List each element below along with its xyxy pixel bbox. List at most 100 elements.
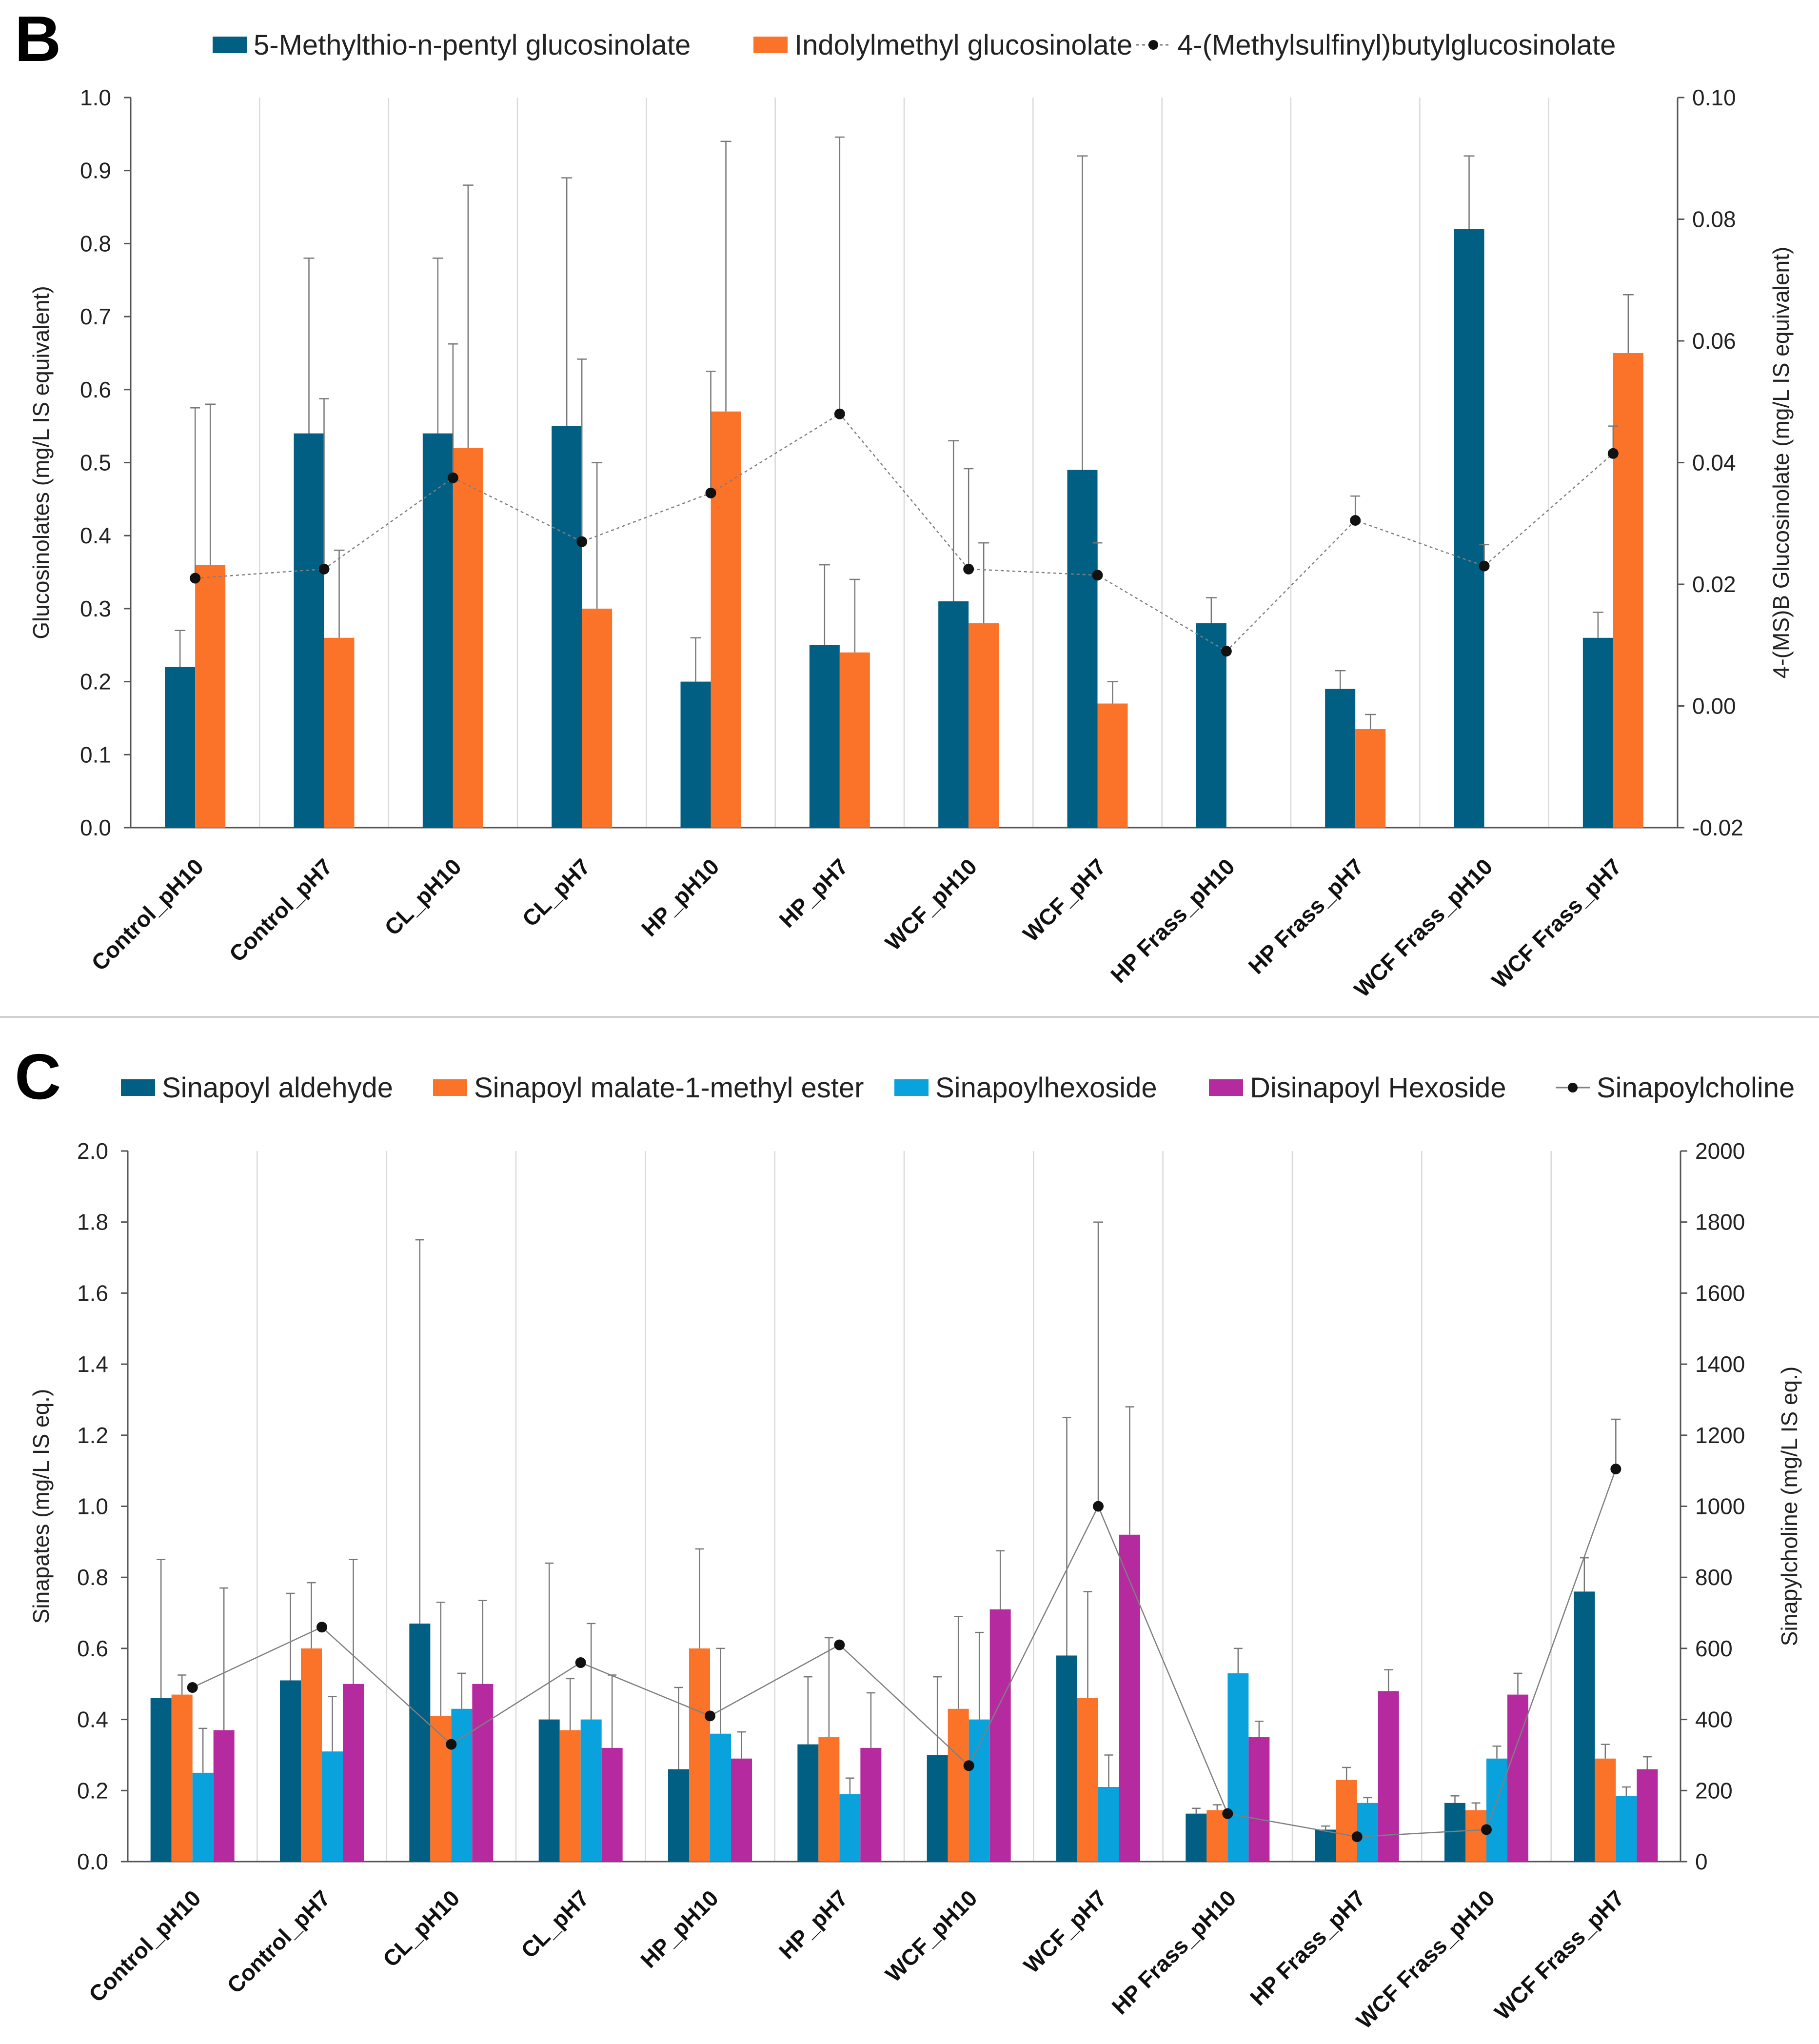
line-point bbox=[1222, 1808, 1233, 1819]
bar-sinapoylhexoside bbox=[1227, 1673, 1249, 1862]
panel-c: C 0.0 0.2 0.4 0.6 0.8 1.0 1.2 1.4 1.6 1.8 2.0 0 200 4… bbox=[15, 1041, 1802, 2034]
bar-sinapoyl-aldehyde bbox=[927, 1755, 948, 1862]
bar-sinapoylhexoside bbox=[322, 1751, 343, 1862]
y-tick-label: 0.4 bbox=[77, 1707, 108, 1732]
category-label: HP Frass_pH10 bbox=[1107, 1885, 1241, 2019]
legend-swatch-disinapoyl-hexoside bbox=[1209, 1079, 1243, 1096]
bar-5-methylthio-n-pentyl-glucosinolate bbox=[680, 681, 711, 828]
y2-tick-label: 0.04 bbox=[1692, 450, 1736, 476]
y-axis-title: Sinapates (mg/L IS eq.) bbox=[28, 1389, 54, 1624]
bar-disinapoyl-hexoside bbox=[1637, 1769, 1658, 1862]
bar-sinapoyl-aldehyde bbox=[1574, 1591, 1595, 1862]
bar-sinapoyl-malate-1-methyl-ester bbox=[1206, 1810, 1228, 1862]
bar-disinapoyl-hexoside bbox=[989, 1609, 1011, 1862]
y2-axis-title: 4-(MS)B Glucosinolate (mg/L IS equivalen… bbox=[1768, 247, 1794, 678]
line-point bbox=[1479, 560, 1490, 572]
line-point bbox=[187, 1682, 198, 1693]
category-label: WCF_pH7 bbox=[1019, 1885, 1111, 1978]
series-line-4-methylsulfinyl-butylglucosinolate bbox=[195, 413, 1614, 652]
y2-tick-label: 1400 bbox=[1695, 1351, 1745, 1377]
legend-label-indolylmethyl-glucosinolate: Indolylmethyl glucosinolate bbox=[794, 29, 1132, 61]
y2-tick-label: 0.00 bbox=[1692, 694, 1736, 719]
category-label: HP_pH7 bbox=[774, 1885, 852, 1964]
bar-sinapoyl-aldehyde bbox=[1186, 1813, 1207, 1862]
y2-tick-label: 0 bbox=[1695, 1849, 1708, 1874]
category-label: WCF_pH10 bbox=[880, 853, 982, 955]
panel-b-label: B bbox=[15, 3, 61, 75]
bar-sinapoylhexoside bbox=[1357, 1803, 1378, 1862]
line-point bbox=[963, 563, 974, 575]
bar-5-methylthio-n-pentyl-glucosinolate bbox=[1582, 637, 1613, 828]
bar-sinapoyl-malate-1-methyl-ester bbox=[559, 1730, 581, 1862]
line-point bbox=[1610, 1464, 1621, 1475]
bar-5-methylthio-n-pentyl-glucosinolate bbox=[165, 667, 196, 828]
y-tick-label: 0.3 bbox=[80, 596, 111, 621]
bar-indolylmethyl-glucosinolate bbox=[1355, 729, 1386, 828]
line-point bbox=[190, 573, 201, 584]
bar-sinapoyl-aldehyde bbox=[1315, 1829, 1336, 1862]
bar-disinapoyl-hexoside bbox=[860, 1747, 882, 1862]
y2-tick-label: 800 bbox=[1695, 1565, 1733, 1590]
legend-marker-4-methylsulfinyl-butylglucosinolate bbox=[1148, 40, 1158, 50]
legend-label-sinapoylhexoside: Sinapoylhexoside bbox=[935, 1072, 1157, 1104]
line-point bbox=[576, 536, 588, 547]
y-tick-label: 0.4 bbox=[80, 523, 111, 548]
bar-sinapoylhexoside bbox=[580, 1719, 602, 1862]
bar-sinapoyl-aldehyde bbox=[1056, 1655, 1077, 1862]
line-point bbox=[963, 1760, 974, 1771]
y-tick-label: 0.0 bbox=[80, 815, 111, 840]
line-point bbox=[447, 472, 458, 483]
bar-sinapoylhexoside bbox=[839, 1794, 861, 1862]
series-line-sinapoylcholine bbox=[192, 1469, 1617, 1838]
bar-sinapoyl-malate-1-methyl-ester bbox=[171, 1694, 193, 1862]
bar-sinapoylhexoside bbox=[192, 1772, 214, 1862]
bar-5-methylthio-n-pentyl-glucosinolate bbox=[1325, 689, 1356, 828]
bar-disinapoyl-hexoside bbox=[601, 1747, 623, 1862]
category-label: HP Frass_pH7 bbox=[1245, 1885, 1370, 2010]
bar-indolylmethyl-glucosinolate bbox=[1097, 703, 1128, 828]
y-tick-label: 0.6 bbox=[77, 1636, 108, 1661]
line-point bbox=[1607, 448, 1619, 459]
category-label: HP_pH10 bbox=[635, 1885, 723, 1973]
bar-sinapoylhexoside bbox=[969, 1719, 990, 1862]
y2-tick-label: 1600 bbox=[1695, 1280, 1745, 1306]
bar-disinapoyl-hexoside bbox=[213, 1730, 235, 1862]
y2-tick-label: 0.02 bbox=[1692, 572, 1736, 597]
bar-indolylmethyl-glucosinolate bbox=[969, 623, 999, 828]
legend-label-sinapoyl-malate-1-methyl-ester: Sinapoyl malate-1-methyl ester bbox=[474, 1072, 864, 1104]
y-tick-label: 0.6 bbox=[80, 377, 111, 402]
bar-indolylmethyl-glucosinolate bbox=[582, 608, 613, 828]
line-point bbox=[834, 1639, 845, 1650]
category-label: WCF Frass_pH10 bbox=[1349, 853, 1497, 1002]
bar-indolylmethyl-glucosinolate bbox=[324, 637, 355, 828]
bar-indolylmethyl-glucosinolate bbox=[711, 411, 741, 828]
line-point bbox=[705, 1710, 715, 1722]
line-point bbox=[705, 487, 716, 498]
bar-5-methylthio-n-pentyl-glucosinolate bbox=[552, 426, 582, 828]
line-point bbox=[1092, 570, 1103, 581]
category-label: WCF Frass_pH10 bbox=[1351, 1885, 1500, 2033]
y2-tick-label: 0.06 bbox=[1692, 328, 1736, 354]
line-point bbox=[1350, 515, 1361, 526]
bar-disinapoyl-hexoside bbox=[472, 1684, 494, 1862]
category-label: Control_pH7 bbox=[222, 1885, 335, 1998]
line-point bbox=[834, 408, 845, 419]
category-label: WCF_pH10 bbox=[880, 1885, 982, 1986]
bar-sinapoyl-malate-1-methyl-ester bbox=[818, 1737, 840, 1862]
y-tick-label: 0.9 bbox=[80, 158, 111, 183]
bar-disinapoyl-hexoside bbox=[1119, 1534, 1140, 1862]
bar-5-methylthio-n-pentyl-glucosinolate bbox=[1067, 470, 1098, 828]
bar-sinapoyl-aldehyde bbox=[409, 1623, 431, 1862]
bar-sinapoyl-aldehyde bbox=[538, 1719, 560, 1862]
y2-axis-title: Sinapylcholine (mg/L IS eq.) bbox=[1777, 1367, 1802, 1647]
y-tick-label: 1.4 bbox=[77, 1351, 108, 1377]
bar-disinapoyl-hexoside bbox=[343, 1684, 364, 1862]
legend-swatch-sinapoylhexoside bbox=[894, 1079, 929, 1096]
category-label: HP Frass_pH10 bbox=[1106, 853, 1240, 988]
legend-label-disinapoyl-hexoside: Disinapoyl Hexoside bbox=[1250, 1072, 1506, 1104]
bar-5-methylthio-n-pentyl-glucosinolate bbox=[294, 433, 324, 828]
y-tick-label: 0.5 bbox=[80, 450, 111, 476]
y-tick-label: 1.8 bbox=[77, 1210, 108, 1235]
y2-tick-label: 400 bbox=[1695, 1707, 1733, 1732]
